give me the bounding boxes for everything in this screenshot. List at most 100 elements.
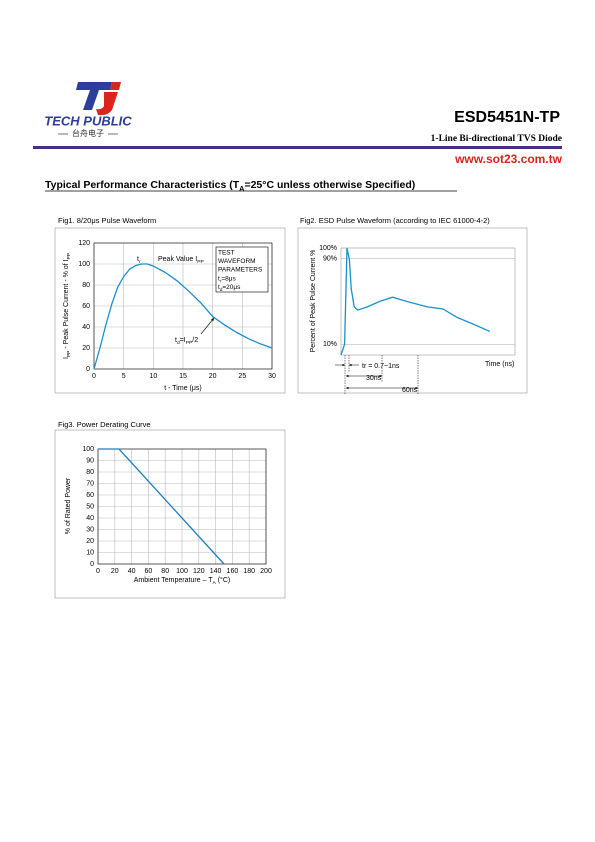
x-tick-label: 0 <box>96 568 100 575</box>
annotation: tr <box>137 256 141 265</box>
plot-bg <box>340 247 516 356</box>
x-tick-label: 200 <box>260 568 272 575</box>
text-part: t <box>218 284 220 291</box>
x-tick-label: 60 <box>145 568 153 575</box>
y-tick-label: 0 <box>90 561 94 568</box>
text-part: (°C) <box>216 576 230 584</box>
y-tick-label: 0 <box>86 366 90 373</box>
text-part: t <box>137 256 139 263</box>
text-part: PP <box>186 340 193 346</box>
annotation: Peak Value IPP <box>158 256 204 265</box>
y-tick-label: 40 <box>86 515 94 522</box>
x-tick-label: 25 <box>238 373 246 380</box>
x-tick-label: 100 <box>176 568 188 575</box>
text-part: PP <box>66 351 72 358</box>
text-part: PP <box>197 259 204 265</box>
text-part: Peak Value I <box>158 256 197 263</box>
y-axis-label: IPP - Peak Pulse Current - % of IPP <box>63 253 72 359</box>
text-part: =20μs <box>222 284 241 291</box>
annotation: tr = 0.7~1ns <box>362 363 400 370</box>
figure-frame <box>54 227 286 394</box>
logo <box>76 82 121 116</box>
y-tick-label: 100 <box>82 446 94 453</box>
part-number: ESD5451N-TP <box>454 109 560 126</box>
annotation: td=IPP/2 <box>175 337 198 346</box>
y-tick-label: 90% <box>323 256 337 263</box>
text-part: A <box>239 184 245 193</box>
x-tick-label: 20 <box>111 568 119 575</box>
y-axis-label: % of Rated Power <box>65 477 72 534</box>
x-tick-label: 140 <box>210 568 222 575</box>
y-tick-label: 20 <box>82 345 90 352</box>
y-tick-label: 60 <box>82 303 90 310</box>
text-part: =8μs <box>221 275 236 282</box>
website: www.sot23.com.tw <box>454 152 563 166</box>
text-part: r <box>139 259 141 265</box>
text-part: Ambient Temperature – T <box>134 577 213 584</box>
series-line <box>98 448 225 565</box>
text-part: Typical Performance Characteristics (T <box>45 179 240 191</box>
annotation: 30ns <box>366 375 382 382</box>
text-part: r <box>220 278 222 283</box>
x-tick-label: 80 <box>161 568 169 575</box>
series-line <box>93 263 273 370</box>
x-tick-label: 20 <box>209 373 217 380</box>
plot-frame <box>97 448 267 565</box>
param-text: tr=8μs <box>218 275 236 283</box>
y-tick-label: 60 <box>86 492 94 499</box>
x-tick-label: 120 <box>193 568 205 575</box>
plot-frame <box>93 242 273 370</box>
x-tick-label: 40 <box>128 568 136 575</box>
annotation: 60ns <box>402 387 418 394</box>
x-axis-label: t - Time (μs) <box>164 385 201 392</box>
param-box <box>215 246 269 293</box>
series-line <box>340 247 491 356</box>
x-tick-label: 180 <box>243 568 255 575</box>
subtitle: 1-Line Bi-directional TVS Diode <box>431 134 562 144</box>
y-tick-label: 100 <box>78 261 90 268</box>
text-part: t <box>175 337 177 344</box>
y-tick-label: 90 <box>86 457 94 464</box>
text-part: =25°C unless otherwise Specified) <box>244 179 415 191</box>
y-tick-label: 100% <box>319 245 337 252</box>
param-text: PARAMETERS <box>218 267 263 274</box>
figure-frame <box>54 429 286 599</box>
y-tick-label: 40 <box>82 324 90 331</box>
x-tick-label: 15 <box>179 373 187 380</box>
text-part: d <box>177 340 180 346</box>
text-part: A <box>213 580 217 586</box>
y-tick-label: 10 <box>86 549 94 556</box>
leader <box>200 317 215 335</box>
brand-cn: 台舟电子 <box>72 128 104 138</box>
figure-title: Fig1. 8/20μs Pulse Waveform <box>58 216 156 225</box>
section-heading: Typical Performance Characteristics (TA=… <box>45 179 415 194</box>
header-rule <box>33 146 562 149</box>
text-part: I <box>63 357 70 359</box>
x-tick-label: 30 <box>268 373 276 380</box>
y-tick-label: 80 <box>86 469 94 476</box>
x-tick-label: 5 <box>122 373 126 380</box>
x-tick-label: 160 <box>227 568 239 575</box>
param-text: TEST <box>218 250 235 257</box>
x-axis-label: Time (ns) <box>485 361 514 368</box>
y-tick-label: 120 <box>78 240 90 247</box>
text-part: PP <box>66 253 72 260</box>
x-tick-label: 0 <box>92 373 96 380</box>
x-tick-label: 10 <box>149 373 157 380</box>
text-part: d <box>220 287 223 292</box>
text-part: /2 <box>192 337 198 344</box>
param-text: td=20μs <box>218 284 241 292</box>
brand: TECH PUBLIC <box>44 113 132 128</box>
y-tick-label: 70 <box>86 480 94 487</box>
param-text: WAVEFORM <box>218 258 256 265</box>
x-axis-label: Ambient Temperature – TA (°C) <box>134 576 230 586</box>
text-part: t <box>218 275 220 282</box>
y-tick-label: 20 <box>86 538 94 545</box>
text-part: =I <box>180 337 186 344</box>
y-tick-label: 30 <box>86 526 94 533</box>
figure-title: Fig2. ESD Pulse Waveform (according to I… <box>300 216 490 225</box>
y-axis-label: Percent of Peak Pulse Current % <box>310 250 317 353</box>
text-part: - Peak Pulse Current - % of I <box>63 259 70 350</box>
y-tick-label: 80 <box>82 282 90 289</box>
